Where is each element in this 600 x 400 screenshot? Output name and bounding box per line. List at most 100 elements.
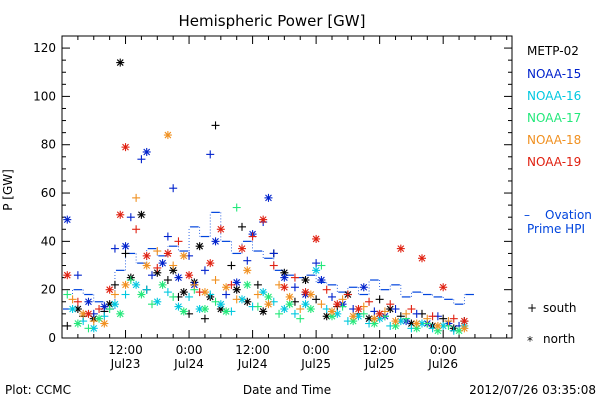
legend: METP-02 NOAA-15 NOAA-16 NOAA-17 NOAA-18 … bbox=[524, 44, 592, 348]
x-tick-label-date: Jul23 bbox=[110, 357, 141, 371]
noaa-16-north-point bbox=[280, 305, 289, 314]
noaa-17-north-point bbox=[264, 292, 273, 301]
y-axis-label: P [GW] bbox=[1, 169, 15, 211]
noaa-19-south-point bbox=[195, 288, 204, 297]
noaa-16-north-point bbox=[174, 302, 183, 311]
noaa-19-south-point bbox=[343, 290, 352, 299]
noaa-15-north-point bbox=[359, 283, 368, 292]
x-tick-label-date: Jul25 bbox=[300, 357, 331, 371]
noaa-18-north-point bbox=[328, 307, 336, 316]
noaa-19-south-point bbox=[386, 300, 395, 309]
noaa-17-south-point bbox=[253, 302, 262, 311]
noaa-16-south-point bbox=[290, 309, 299, 318]
x-tick-label-time: 12:00 bbox=[108, 343, 143, 357]
metp-02-south-point bbox=[227, 261, 236, 270]
metp-02-north-point bbox=[232, 285, 241, 294]
y-axis: 0 20 40 60 80 100 120 bbox=[33, 41, 512, 345]
noaa-19-north-point bbox=[105, 285, 114, 294]
noaa-19-north-point bbox=[280, 283, 289, 292]
noaa-17-south-point bbox=[211, 297, 220, 306]
metp-02-south-point bbox=[200, 314, 209, 323]
legend-south-label: south bbox=[543, 301, 577, 315]
noaa-15-north-point bbox=[63, 215, 72, 224]
noaa-19-north-point bbox=[460, 317, 469, 326]
noaa-17-north-point bbox=[222, 307, 231, 316]
legend-noaa-19: NOAA-19 bbox=[527, 155, 581, 169]
noaa-18-north-point bbox=[121, 280, 130, 289]
noaa-15-north-point bbox=[84, 297, 93, 306]
noaa-17-north-point bbox=[179, 307, 188, 316]
noaa-18-south-point bbox=[68, 295, 77, 304]
noaa-17-south-point bbox=[296, 314, 305, 323]
legend-ovation-line1: Ovation bbox=[545, 208, 592, 222]
noaa-18-north-point bbox=[142, 261, 151, 270]
noaa-19-south-point bbox=[365, 297, 374, 306]
noaa-15-south-point bbox=[290, 283, 299, 292]
noaa-19-north-point bbox=[163, 249, 172, 258]
noaa-15-north-point bbox=[211, 237, 220, 246]
noaa-16-north-point bbox=[195, 305, 204, 314]
noaa-18-south-point bbox=[296, 305, 305, 314]
noaa-17-south-point bbox=[359, 309, 368, 318]
legend-south-symbol: + bbox=[527, 301, 537, 315]
noaa-15-south-point bbox=[110, 244, 119, 253]
noaa-18-south-point bbox=[153, 247, 162, 256]
noaa-19-south-point bbox=[449, 314, 458, 323]
noaa-17-south-point bbox=[84, 324, 93, 333]
noaa-19-north-point bbox=[116, 210, 125, 219]
noaa-15-south-point bbox=[73, 271, 82, 280]
noaa-18-north-point bbox=[264, 300, 273, 309]
timestamp: 2012/07/26 03:35:08 bbox=[469, 383, 596, 397]
noaa-17-north-point bbox=[200, 305, 209, 314]
x-tick-label-date: Jul25 bbox=[364, 357, 395, 371]
y-tick-label: 0 bbox=[48, 331, 56, 345]
metp-02-south-point bbox=[211, 121, 220, 130]
noaa-18-north-point bbox=[179, 251, 188, 260]
metp-02-north-point bbox=[259, 307, 268, 316]
noaa-19-south-point bbox=[132, 225, 141, 234]
noaa-18-south-point bbox=[338, 295, 347, 304]
noaa-18-south-point bbox=[402, 309, 411, 318]
metp-02-north-point bbox=[179, 288, 188, 297]
noaa-19-north-point bbox=[206, 259, 215, 268]
plot-credit: Plot: CCMC bbox=[5, 383, 71, 397]
y-tick-label: 80 bbox=[41, 138, 56, 152]
noaa-15-north-point bbox=[121, 242, 130, 251]
x-tick-label-date: Jul26 bbox=[427, 357, 458, 371]
metp-02-south-point bbox=[439, 314, 448, 323]
legend-ovation-dash: – bbox=[524, 208, 530, 222]
noaa-18-south-point bbox=[232, 295, 241, 304]
noaa-17-north-point bbox=[243, 280, 252, 289]
data-points bbox=[63, 58, 469, 335]
legend-metp-02: METP-02 bbox=[527, 44, 579, 58]
noaa-19-north-point bbox=[259, 215, 268, 224]
noaa-15-north-point bbox=[264, 193, 273, 202]
noaa-15-south-point bbox=[126, 213, 135, 222]
noaa-19-north-point bbox=[84, 309, 93, 318]
noaa-18-north-point bbox=[285, 292, 294, 301]
noaa-17-north-point bbox=[137, 290, 146, 299]
chart-title: Hemispheric Power [GW] bbox=[179, 12, 366, 30]
noaa-19-south-point bbox=[428, 312, 437, 321]
y-tick-label: 40 bbox=[41, 234, 56, 248]
noaa-17-north-point bbox=[306, 305, 315, 314]
noaa-15-north-point bbox=[158, 259, 167, 268]
x-tick-label-time: 12:00 bbox=[362, 343, 397, 357]
noaa-16-north-point bbox=[312, 266, 321, 275]
noaa-16-north-point bbox=[110, 300, 119, 309]
x-tick-label-date: Jul24 bbox=[237, 357, 268, 371]
noaa-18-south-point bbox=[169, 261, 178, 270]
noaa-18-south-point bbox=[423, 314, 432, 323]
noaa-18-south-point bbox=[89, 317, 98, 326]
noaa-18-north-point bbox=[412, 319, 421, 328]
noaa-18-north-point bbox=[460, 324, 469, 333]
metp-02-south-point bbox=[163, 276, 172, 285]
metp-02-south-point bbox=[312, 295, 321, 304]
noaa-17-north-point bbox=[433, 326, 442, 335]
noaa-17-north-point bbox=[158, 280, 167, 289]
noaa-19-south-point bbox=[153, 263, 162, 272]
x-tick-label-time: 0:00 bbox=[430, 343, 457, 357]
noaa-19-south-point bbox=[290, 273, 299, 282]
legend-noaa-17: NOAA-17 bbox=[527, 111, 581, 125]
